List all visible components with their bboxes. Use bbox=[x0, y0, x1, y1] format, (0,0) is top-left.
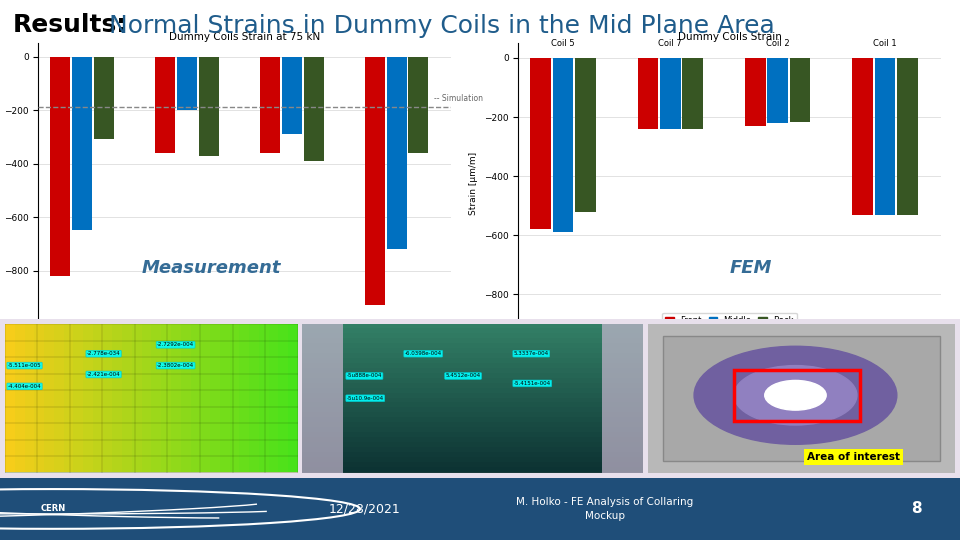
Bar bbox=[50, 57, 70, 276]
Text: Coil 3: Coil 3 bbox=[281, 344, 302, 353]
Text: -2.7292e-004: -2.7292e-004 bbox=[157, 342, 194, 347]
Text: -4.404e-004: -4.404e-004 bbox=[8, 384, 41, 389]
Bar bbox=[637, 58, 659, 129]
Bar bbox=[260, 57, 280, 153]
Text: -2.778e-034: -2.778e-034 bbox=[86, 351, 120, 356]
Bar bbox=[531, 58, 551, 230]
Bar bbox=[683, 58, 703, 129]
Bar bbox=[72, 57, 92, 231]
Text: FEM: FEM bbox=[730, 259, 772, 277]
Legend: Front, Middle, Back: Front, Middle, Back bbox=[662, 313, 797, 328]
Text: -- Simulation: -- Simulation bbox=[434, 94, 483, 103]
Text: CERN: CERN bbox=[40, 504, 65, 514]
Bar bbox=[281, 57, 301, 134]
Text: Coil 5: Coil 5 bbox=[71, 344, 93, 353]
Circle shape bbox=[694, 346, 897, 444]
Text: -5.4151e-004: -5.4151e-004 bbox=[514, 381, 551, 386]
Title: Dummy Coils Strain: Dummy Coils Strain bbox=[678, 32, 781, 43]
Text: Coil 7: Coil 7 bbox=[659, 39, 683, 48]
Bar bbox=[660, 58, 681, 129]
Text: Area of interest: Area of interest bbox=[807, 452, 900, 462]
Bar bbox=[897, 58, 918, 214]
Text: Results:: Results: bbox=[12, 14, 127, 37]
Text: Coil 1: Coil 1 bbox=[873, 39, 897, 48]
Text: 5.4512e-004: 5.4512e-004 bbox=[445, 374, 481, 379]
Bar bbox=[177, 57, 197, 110]
Bar bbox=[575, 58, 596, 212]
Bar bbox=[408, 57, 428, 153]
Text: Normal Strains in Dummy Coils in the Mid Plane Area: Normal Strains in Dummy Coils in the Mid… bbox=[101, 14, 775, 37]
FancyBboxPatch shape bbox=[663, 336, 940, 461]
Text: Coil 2: Coil 2 bbox=[766, 39, 789, 48]
Circle shape bbox=[765, 380, 827, 410]
Bar bbox=[745, 58, 765, 126]
Bar bbox=[852, 58, 873, 214]
Text: 8: 8 bbox=[911, 502, 923, 516]
Text: Measurement: Measurement bbox=[142, 259, 281, 277]
Text: -6.0398e-004: -6.0398e-004 bbox=[405, 351, 442, 356]
Bar bbox=[553, 58, 573, 232]
Bar bbox=[875, 58, 896, 214]
Text: M. Holko - FE Analysis of Collaring
Mockup: M. Holko - FE Analysis of Collaring Mock… bbox=[516, 497, 693, 521]
Bar bbox=[365, 57, 385, 305]
Y-axis label: Strain [μm/m]: Strain [μm/m] bbox=[469, 152, 478, 215]
Text: 5.3337e-004: 5.3337e-004 bbox=[514, 351, 549, 356]
Text: Coil 7: Coil 7 bbox=[176, 344, 198, 353]
FancyBboxPatch shape bbox=[602, 324, 643, 472]
Circle shape bbox=[734, 366, 857, 425]
Bar bbox=[767, 58, 788, 123]
Text: Coil 1: Coil 1 bbox=[386, 344, 407, 353]
Text: -5u888e-004: -5u888e-004 bbox=[347, 374, 382, 379]
Text: Coil 5: Coil 5 bbox=[551, 39, 575, 48]
Text: -2.421e-004: -2.421e-004 bbox=[86, 372, 120, 377]
Bar bbox=[155, 57, 175, 153]
FancyBboxPatch shape bbox=[302, 324, 344, 472]
Text: -5.511e-005: -5.511e-005 bbox=[8, 363, 41, 368]
Title: Dummy Coils Strain at 75 kN: Dummy Coils Strain at 75 kN bbox=[169, 32, 321, 43]
Bar bbox=[199, 57, 219, 156]
Bar bbox=[387, 57, 407, 249]
Text: -2.3802e-004: -2.3802e-004 bbox=[157, 363, 194, 368]
Text: -5u10.9e-004: -5u10.9e-004 bbox=[347, 396, 384, 401]
Bar bbox=[303, 57, 324, 161]
Bar bbox=[94, 57, 114, 139]
Text: 12/28/2021: 12/28/2021 bbox=[329, 502, 400, 516]
Bar bbox=[790, 58, 810, 122]
